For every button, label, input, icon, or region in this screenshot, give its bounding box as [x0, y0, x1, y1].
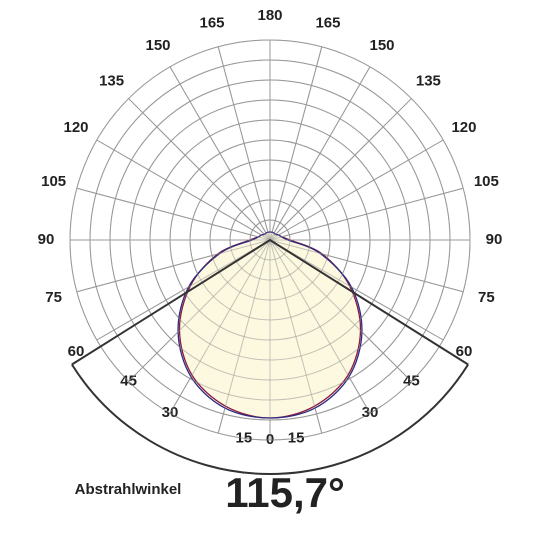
theta-tick-label: 60	[68, 343, 85, 360]
grid-spoke-overlay	[269, 239, 371, 414]
grid-spoke-overlay	[128, 239, 271, 382]
grid-spoke-overlay	[269, 239, 323, 434]
theta-tick-label: 90	[38, 231, 55, 248]
theta-tick-label: 75	[45, 289, 62, 306]
theta-tick-label: 60	[456, 343, 473, 360]
theta-tick-label: 90	[486, 231, 503, 248]
beam-angle-arc	[71, 363, 469, 475]
theta-tick-label: 120	[451, 119, 476, 136]
theta-tick-label: 150	[145, 37, 170, 54]
grid-spoke-overlay	[217, 239, 271, 434]
grid-spoke-overlay	[269, 98, 412, 241]
theta-tick-label: 135	[416, 73, 441, 90]
theta-tick-label: 120	[63, 119, 88, 136]
grid-spoke-overlay	[169, 239, 271, 414]
grid-spoke-overlay	[269, 239, 444, 341]
theta-tick-label: 150	[369, 37, 394, 54]
theta-tick-label: 165	[200, 15, 225, 32]
grid-spoke-overlay	[269, 66, 371, 241]
beam-angle-value: 115,7°	[225, 469, 345, 516]
grid-spoke-overlay	[128, 98, 271, 241]
grid-spoke-overlay	[96, 239, 271, 341]
grid-spoke-overlay	[76, 239, 271, 293]
theta-tick-label: 15	[236, 429, 253, 446]
grid-spoke-overlay	[269, 239, 412, 382]
grid-spoke-overlay	[217, 46, 271, 241]
grid-spoke-overlay	[76, 187, 271, 241]
grid-spoke-overlay	[269, 46, 323, 241]
theta-tick-label: 180	[257, 7, 282, 24]
grid-spoke-overlay	[169, 66, 271, 241]
theta-tick-label: 165	[315, 15, 340, 32]
grid-spoke-overlay	[96, 139, 271, 241]
theta-tick-label: 105	[41, 173, 66, 190]
theta-tick-label: 135	[99, 73, 124, 90]
beam-angle-line	[71, 238, 469, 366]
theta-tick-label: 75	[478, 289, 495, 306]
theta-tick-label: 105	[474, 173, 499, 190]
theta-tick-label: 15	[288, 429, 305, 446]
beam-label: Abstrahlwinkel	[75, 481, 182, 498]
grid-spoke-overlay	[269, 239, 464, 293]
grid-spoke-overlay	[269, 139, 444, 241]
grid-spoke-overlay	[269, 187, 464, 241]
